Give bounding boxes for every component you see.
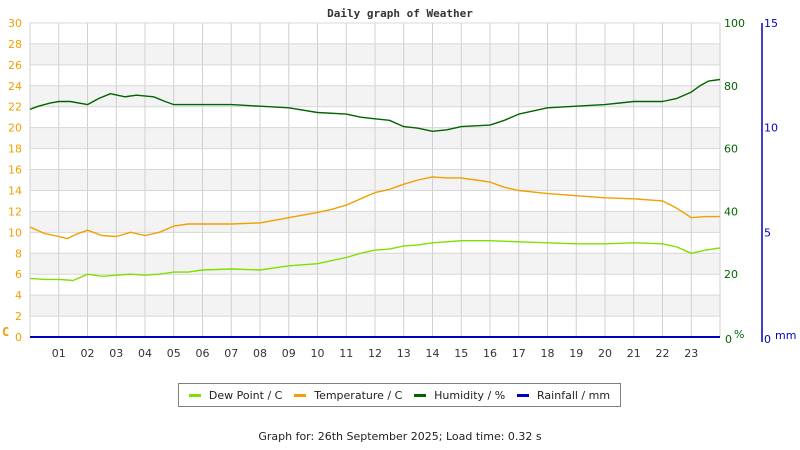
svg-text:20: 20: [598, 347, 612, 360]
temperature-swatch-icon: [294, 393, 307, 397]
svg-text:17: 17: [512, 347, 526, 360]
svg-text:18: 18: [8, 143, 22, 156]
dew-point-line: [29, 240, 721, 282]
svg-text:20: 20: [724, 268, 738, 281]
svg-text:100: 100: [724, 17, 745, 30]
svg-text:13: 13: [397, 347, 411, 360]
svg-text:40: 40: [724, 205, 738, 218]
chart-title: Daily graph of Weather: [327, 7, 473, 20]
svg-text:2: 2: [15, 310, 22, 323]
svg-text:06: 06: [196, 347, 210, 360]
svg-text:30: 30: [8, 17, 22, 30]
svg-text:01: 01: [52, 347, 66, 360]
graph-footer-status: Graph for: 26th September 2025; Load tim…: [258, 430, 542, 443]
x-axis-hours: 01 02 03 04 05 06 07 08 09 10 11 12 13 14 15 16 17 18 19 20…: [52, 347, 699, 360]
svg-text:15: 15: [454, 347, 468, 360]
legend-item-rainfall[interactable]: Rainfall / mm: [517, 389, 610, 402]
svg-text:05: 05: [167, 347, 181, 360]
svg-text:0: 0: [15, 331, 22, 344]
right-axis-humidity: 0 20 40 60 80 100: [724, 17, 745, 346]
svg-text:10: 10: [311, 347, 325, 360]
temperature-line: [29, 176, 720, 240]
rainfall-swatch-icon: [517, 393, 530, 397]
legend-item-temperature[interactable]: Temperature / C: [294, 389, 402, 402]
dew-point-swatch-icon: [188, 393, 201, 397]
rain-axis-unit: mm: [775, 329, 796, 342]
svg-text:0: 0: [725, 333, 732, 346]
svg-text:28: 28: [8, 38, 22, 51]
svg-text:8: 8: [15, 247, 22, 260]
svg-text:09: 09: [282, 347, 296, 360]
rain-axis: 0 5 10 15: [761, 17, 778, 346]
left-axis-unit: C: [2, 325, 9, 339]
legend-label: Rainfall / mm: [537, 388, 611, 402]
svg-text:0: 0: [764, 333, 771, 346]
right-axis-unit: %: [734, 328, 744, 341]
svg-text:23: 23: [684, 347, 698, 360]
svg-text:80: 80: [724, 80, 738, 93]
svg-text:20: 20: [8, 122, 22, 135]
svg-text:16: 16: [8, 164, 22, 177]
svg-text:10: 10: [764, 122, 778, 135]
svg-text:10: 10: [8, 226, 22, 239]
svg-text:11: 11: [339, 347, 353, 360]
svg-text:24: 24: [8, 80, 22, 93]
svg-text:02: 02: [81, 347, 95, 360]
svg-text:22: 22: [656, 347, 670, 360]
svg-text:08: 08: [253, 347, 267, 360]
svg-text:26: 26: [8, 59, 22, 72]
chart-legend: Dew Point / C Temperature / C Humidity /…: [178, 383, 621, 407]
legend-label: Humidity / %: [434, 388, 506, 402]
humidity-line: [29, 78, 721, 132]
svg-text:12: 12: [368, 347, 382, 360]
data-series-lines: [29, 78, 721, 338]
svg-text:07: 07: [224, 347, 238, 360]
svg-text:03: 03: [109, 347, 123, 360]
svg-text:5: 5: [764, 226, 771, 239]
svg-text:04: 04: [138, 347, 152, 360]
svg-text:21: 21: [627, 347, 641, 360]
svg-text:6: 6: [15, 268, 22, 281]
svg-text:15: 15: [764, 17, 778, 30]
horizontal-gridlines: [30, 22, 720, 338]
svg-text:22: 22: [8, 101, 22, 114]
legend-item-dew-point[interactable]: Dew Point / C: [188, 388, 283, 402]
legend-label: Temperature / C: [314, 388, 403, 402]
humidity-swatch-icon: [414, 393, 427, 397]
legend-label: Dew Point / C: [208, 388, 283, 402]
legend-item-humidity[interactable]: Humidity / %: [414, 389, 505, 402]
svg-text:18: 18: [541, 347, 555, 360]
svg-text:14: 14: [8, 184, 22, 197]
svg-text:19: 19: [569, 347, 583, 360]
weather-chart: Daily graph of Weather 02468101214161820…: [2, 7, 796, 360]
svg-text:60: 60: [724, 143, 738, 156]
svg-text:4: 4: [15, 289, 22, 302]
vertical-gridlines: [29, 23, 721, 337]
svg-text:16: 16: [483, 347, 497, 360]
svg-text:14: 14: [426, 347, 440, 360]
svg-text:12: 12: [8, 205, 22, 218]
